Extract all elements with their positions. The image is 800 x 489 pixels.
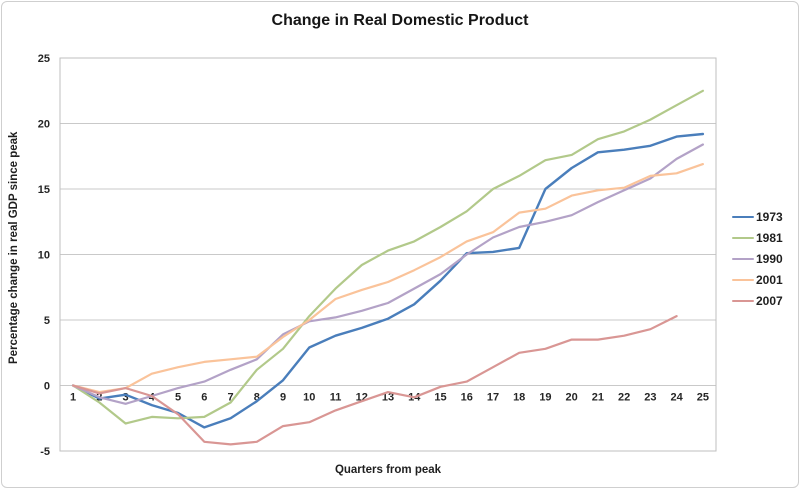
x-tick-label: 10 — [303, 392, 315, 404]
series-line-1990 — [71, 143, 705, 405]
x-tick-label: 17 — [487, 392, 499, 404]
x-tick-label: 13 — [382, 392, 394, 404]
series-line-1973 — [71, 132, 705, 429]
series-line-1981 — [71, 89, 705, 425]
y-tick-label: 20 — [38, 119, 50, 131]
x-tick-label: 7 — [227, 392, 233, 404]
legend-swatch-1973 — [732, 215, 754, 219]
y-tick-label: 10 — [38, 250, 50, 262]
x-axis-title: Quarters from peak — [334, 464, 442, 476]
series-line-2007 — [71, 315, 678, 446]
legend-swatch-2001 — [732, 278, 754, 282]
legend-swatch-1981 — [732, 236, 754, 240]
legend-label: 2001 — [756, 273, 783, 287]
x-tick-label: 23 — [644, 392, 656, 404]
x-tick-label: 21 — [592, 392, 604, 404]
legend-item-1973: 1973 — [732, 210, 783, 224]
chart-title: Change in Real Domestic Product — [271, 12, 529, 29]
legend-item-1990: 1990 — [732, 252, 783, 266]
x-tick-label: 8 — [254, 392, 260, 404]
x-tick-label: 16 — [461, 392, 473, 404]
x-tick-label: 6 — [201, 392, 207, 404]
y-tick-label: 0 — [44, 381, 50, 393]
legend: 1973 1981 1990 2001 2007 — [732, 210, 783, 308]
y-tick-label: 15 — [38, 184, 50, 196]
x-tick-label: 15 — [434, 392, 446, 404]
legend-item-2001: 2001 — [732, 273, 783, 287]
x-tick-label: 18 — [513, 392, 525, 404]
series-line-2001 — [71, 163, 705, 394]
legend-label: 1990 — [756, 252, 783, 266]
x-tick-label: 5 — [175, 392, 181, 404]
x-tick-label: 11 — [330, 392, 342, 404]
plot-border — [59, 57, 717, 452]
y-tick-label: -5 — [40, 446, 50, 458]
legend-swatch-2007 — [732, 299, 754, 303]
x-tick-label: 9 — [280, 392, 286, 404]
y-tick-label: 25 — [38, 53, 50, 65]
legend-label: 1981 — [756, 231, 783, 245]
x-tick-label: 19 — [539, 392, 551, 404]
legend-item-2007: 2007 — [732, 294, 783, 308]
x-tick-label: 3 — [123, 392, 129, 404]
y-tick-label: 5 — [44, 315, 50, 327]
x-tick-label: 25 — [697, 392, 709, 404]
x-tick-label: 24 — [671, 392, 684, 404]
x-tick-label: 1 — [70, 392, 76, 404]
x-tick-label: 22 — [618, 392, 630, 404]
legend-item-1981: 1981 — [732, 231, 783, 245]
legend-label: 1973 — [756, 210, 783, 224]
legend-label: 2007 — [756, 294, 783, 308]
legend-swatch-1990 — [732, 257, 754, 261]
x-tick-label: 20 — [566, 392, 578, 404]
